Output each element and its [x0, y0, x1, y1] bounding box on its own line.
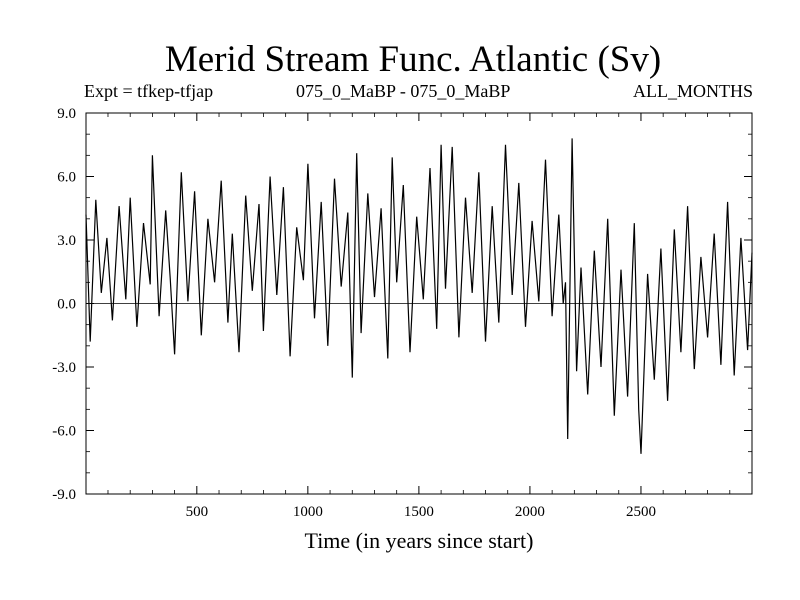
period-label: 075_0_MaBP - 075_0_MaBP [296, 81, 511, 101]
x-axis-label: Time (in years since start) [304, 528, 534, 553]
months-label: ALL_MONTHS [633, 81, 753, 101]
y-tick-label: -6.0 [52, 424, 76, 440]
y-tick-label: -9.0 [52, 487, 76, 503]
x-tick-label: 2000 [515, 504, 545, 520]
chart-title: Merid Stream Func. Atlantic (Sv) [164, 39, 662, 80]
x-tick-label: 500 [186, 504, 209, 520]
y-tick-label: 3.0 [57, 233, 76, 249]
series-group [85, 138, 753, 454]
y-axis: -9.0 -6.0 -3.0 0.0 3.0 6.0 9.0 [52, 106, 752, 503]
y-tick-label: -3.0 [52, 360, 76, 376]
y-tick-label: 6.0 [57, 170, 76, 186]
y-tick-label: 9.0 [57, 106, 76, 122]
experiment-label: Expt = tfkep-tfjap [84, 81, 214, 101]
y-tick-label: 0.0 [57, 297, 76, 313]
x-axis: 500 1000 1500 2000 2500 [186, 113, 656, 520]
x-tick-label: 1500 [404, 504, 434, 520]
x-tick-label: 1000 [293, 504, 323, 520]
x-tick-label: 2500 [626, 504, 656, 520]
series-line [85, 138, 753, 454]
